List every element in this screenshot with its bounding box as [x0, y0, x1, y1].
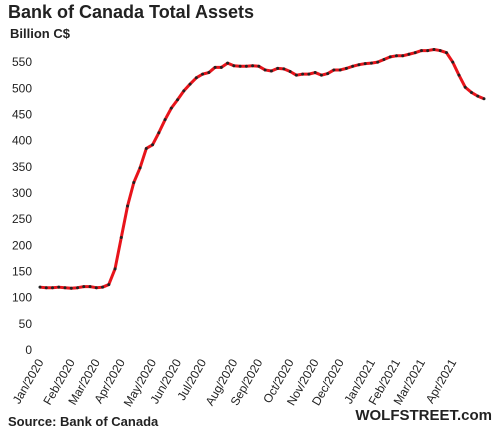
y-tick-label: 400 — [12, 134, 32, 148]
y-tick-label: 350 — [12, 160, 32, 174]
data-point — [263, 68, 267, 72]
data-point — [232, 64, 236, 68]
data-point — [469, 90, 473, 94]
y-tick-label: 50 — [19, 317, 33, 331]
data-point — [182, 89, 186, 93]
data-point — [338, 68, 342, 72]
data-point — [169, 106, 173, 110]
data-point — [376, 60, 380, 64]
data-point — [151, 143, 155, 147]
data-point — [63, 286, 67, 290]
data-point — [44, 286, 48, 290]
data-point — [482, 97, 486, 101]
y-tick-label: 150 — [12, 264, 32, 278]
data-point — [76, 286, 80, 290]
data-point — [69, 286, 73, 290]
data-point — [269, 69, 273, 73]
data-line — [39, 48, 485, 290]
data-point — [126, 204, 130, 208]
y-tick-label: 200 — [12, 238, 32, 252]
data-point — [438, 49, 442, 53]
data-point — [94, 286, 98, 290]
data-point — [207, 71, 211, 75]
data-point — [332, 68, 336, 72]
data-point — [113, 267, 117, 271]
data-point — [382, 57, 386, 61]
data-point — [357, 63, 361, 67]
y-tick-label: 100 — [12, 291, 32, 305]
chart-subtitle: Billion C$ — [10, 26, 71, 41]
data-point — [201, 72, 205, 76]
data-point — [401, 54, 405, 58]
data-point — [213, 65, 217, 69]
data-point — [132, 180, 136, 184]
data-point — [119, 235, 123, 239]
data-point — [388, 55, 392, 59]
data-point — [463, 85, 467, 89]
data-point — [294, 73, 298, 77]
data-point — [57, 285, 61, 289]
watermark: WOLFSTREET.com — [355, 407, 492, 424]
data-point — [144, 146, 148, 150]
data-point — [313, 71, 317, 75]
data-point — [394, 54, 398, 58]
data-point — [319, 73, 323, 77]
data-point — [138, 166, 142, 170]
y-tick-label: 500 — [12, 81, 32, 95]
data-point — [38, 285, 42, 289]
data-point — [288, 70, 292, 74]
data-point — [326, 72, 330, 76]
data-point — [457, 73, 461, 77]
source: Source: Bank of Canada — [8, 414, 159, 429]
data-point — [432, 48, 436, 52]
y-tick-label: 450 — [12, 107, 32, 121]
data-point — [244, 64, 248, 68]
data-point — [163, 118, 167, 122]
data-point — [451, 60, 455, 64]
data-point — [344, 66, 348, 70]
data-point — [369, 61, 373, 65]
data-point — [413, 51, 417, 55]
y-tick-label: 0 — [25, 343, 32, 357]
data-point — [107, 283, 111, 287]
y-tick-label: 550 — [12, 55, 32, 69]
y-tick-label: 250 — [12, 212, 32, 226]
data-point — [226, 61, 230, 65]
data-point — [276, 66, 280, 70]
data-point — [176, 98, 180, 102]
data-point — [51, 286, 55, 290]
data-point — [426, 49, 430, 53]
x-tick-label: Apr/2021 — [423, 356, 460, 405]
data-point — [101, 285, 105, 289]
data-point — [88, 285, 92, 289]
data-point — [301, 72, 305, 76]
data-point — [407, 52, 411, 56]
data-point — [351, 64, 355, 68]
data-point — [282, 67, 286, 71]
data-point — [444, 51, 448, 55]
data-point — [363, 62, 367, 66]
chart-title: Bank of Canada Total Assets — [8, 2, 254, 22]
data-point — [219, 65, 223, 69]
data-point — [419, 49, 423, 53]
data-point — [251, 64, 255, 68]
data-point — [82, 285, 86, 289]
data-point — [238, 64, 242, 68]
data-point — [194, 76, 198, 80]
data-point — [476, 94, 480, 98]
data-point — [307, 72, 311, 76]
y-tick-label: 300 — [12, 186, 32, 200]
data-point — [257, 64, 261, 68]
data-point — [188, 82, 192, 86]
data-point — [157, 131, 161, 135]
